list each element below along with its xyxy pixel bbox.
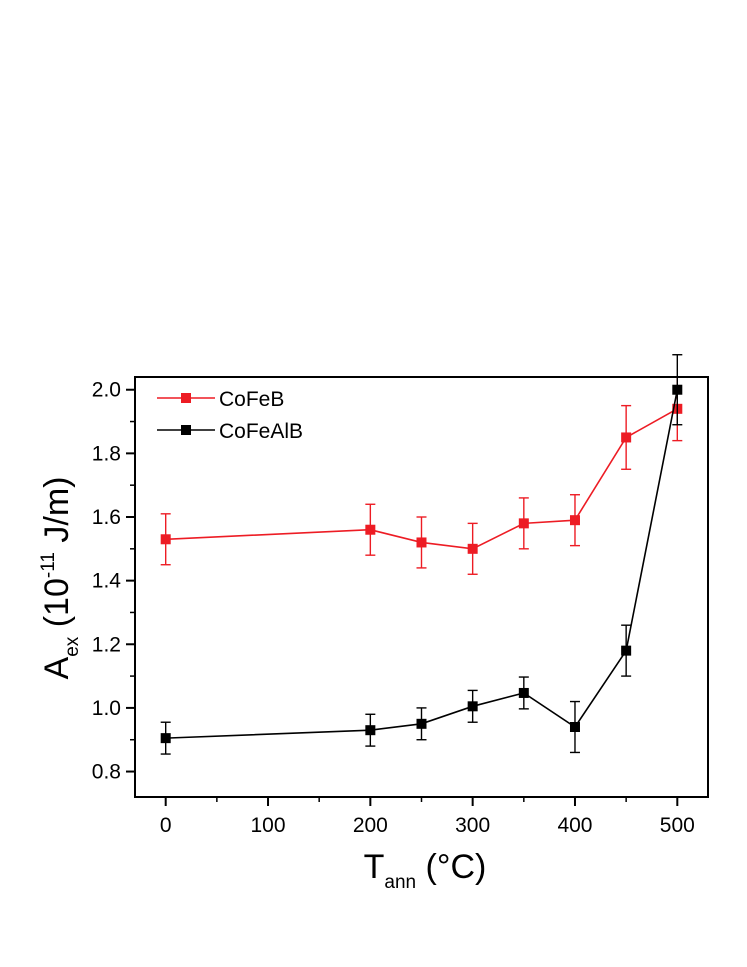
y-tick-label: 0.8 bbox=[92, 761, 121, 784]
data-point-cofealb bbox=[416, 718, 427, 729]
y-tick-label: 2.0 bbox=[92, 379, 121, 402]
data-point-cofealb bbox=[160, 733, 171, 744]
legend-label-cofealb: CoFeAlB bbox=[219, 420, 303, 443]
series-cofeb bbox=[160, 376, 683, 575]
y-tick-label: 1.6 bbox=[92, 506, 121, 529]
data-point-cofealb bbox=[365, 725, 376, 736]
data-point-cofeb bbox=[467, 543, 478, 554]
data-point-cofeb bbox=[621, 432, 632, 443]
y-tick-label: 1.8 bbox=[92, 442, 121, 465]
x-tick-label: 300 bbox=[455, 814, 490, 837]
data-point-cofealb bbox=[672, 384, 683, 395]
x-axis-title: Tann (°C) bbox=[364, 848, 487, 893]
x-axis-title-main: T bbox=[364, 848, 385, 886]
x-axis-title-unit: (°C) bbox=[416, 848, 486, 886]
y-axis-title: Aex (10-11 J/m) bbox=[38, 477, 83, 680]
data-point-cofeb bbox=[365, 524, 376, 535]
x-tick-label: 0 bbox=[160, 814, 172, 837]
series-layer bbox=[160, 354, 683, 755]
x-axis-title-sub: ann bbox=[384, 872, 416, 893]
series-line-cofealb bbox=[165, 389, 679, 739]
series-cofealb bbox=[160, 354, 683, 755]
x-tick-label: 400 bbox=[557, 814, 592, 837]
data-point-cofealb bbox=[569, 722, 580, 732]
data-point-cofeb bbox=[518, 518, 529, 529]
data-point-cofeb bbox=[416, 537, 427, 548]
legend: CoFeB CoFeAlB bbox=[157, 388, 303, 443]
x-tick-label: 500 bbox=[660, 814, 695, 837]
y-axis-title-exp: -11 bbox=[38, 552, 59, 578]
legend-label-cofeb: CoFeB bbox=[219, 388, 284, 411]
data-point-cofealb bbox=[518, 687, 529, 698]
data-point-cofealb bbox=[467, 701, 478, 712]
y-tick-label: 1.4 bbox=[92, 570, 122, 593]
series-line-cofeb bbox=[165, 408, 678, 550]
y-axis-title-pre: (10 bbox=[38, 578, 76, 637]
y-axis-title-unit: J/m) bbox=[38, 477, 76, 553]
x-tick-label: 100 bbox=[250, 814, 285, 837]
data-point-cofealb bbox=[621, 645, 632, 656]
legend-marker-cofeb bbox=[181, 393, 191, 403]
data-point-cofeb bbox=[569, 515, 580, 526]
y-axis-title-main: A bbox=[38, 656, 76, 679]
axes-layer: 0 100 200 300 400 500 0.8 1.0 1.2 1.4 1.6 1.8 2.0 bbox=[92, 376, 709, 837]
y-axis-title-sub: ex bbox=[62, 636, 83, 657]
x-tick-label: 200 bbox=[353, 814, 388, 837]
legend-marker-cofealb bbox=[181, 425, 191, 435]
y-tick-label: 1.2 bbox=[92, 633, 121, 656]
data-point-cofeb bbox=[160, 534, 171, 545]
y-tick-label: 1.0 bbox=[92, 697, 121, 720]
